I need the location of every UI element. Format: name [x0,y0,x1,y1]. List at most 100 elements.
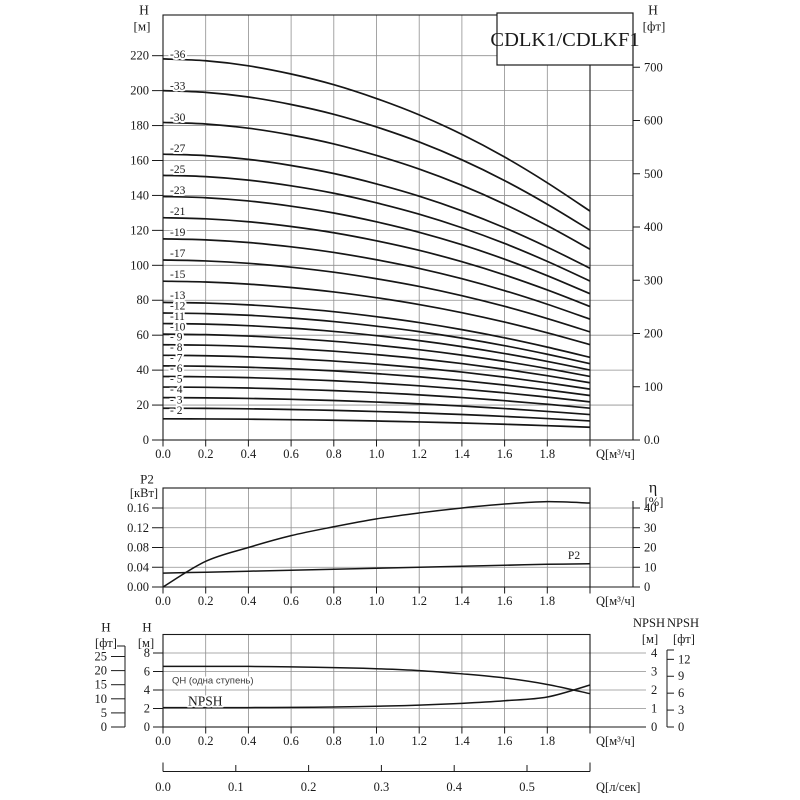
pump-curve-30 [162,121,591,250]
left-axis-unit: [м] [134,19,151,34]
pump-curve-17 [162,259,591,333]
y-tick-label: 60 [137,328,150,342]
right-tick-label: 20 [644,541,657,555]
curve-label-6: - 6 [170,363,183,375]
x-tick-label: 1.2 [411,594,427,608]
x-tick-label: 0.0 [155,734,171,748]
y-tick-label: 0.08 [127,541,149,555]
x-tick-label: 0.0 [155,447,171,461]
qh-curve [162,665,591,695]
power-efficiency-chart: 0.00 0.04 0.08 0.12 0.16 0.0 0.2 0.4 0.6 0.8 1.0 1.… [127,472,663,609]
ft-tick-label: 5 [101,706,107,720]
pump-curve-33 [162,89,591,231]
right-axis-name: η [649,480,657,497]
left-axis-name: P2 [140,472,154,487]
npsh-curve-label: NPSH [188,694,223,709]
pump-curve-11 [162,322,591,371]
ft-tick-label: 15 [95,678,108,692]
right-axis-name: NPSH [633,616,665,630]
pump-curve-13 [162,301,591,359]
lps-axis-unit: Q[л/сек] [596,780,640,794]
x-tick-label: 1.4 [454,734,470,748]
left-axis-unit: [м] [138,636,154,650]
curve-label-23: -23 [170,185,186,197]
curve-label-3: - 3 [170,395,183,407]
y-tick-label: 220 [130,49,149,63]
pump-curve-15 [162,280,591,346]
x-tick-label: 1.8 [539,734,555,748]
npsh-ft-tick-label: 0 [678,720,684,734]
x-tick-label: 1.8 [539,594,555,608]
npsh-ft-tick-label: 12 [678,652,691,666]
npsh-ft-tick-label: 9 [678,669,684,683]
pump-curve-36 [162,58,591,212]
left-axis-name: H [142,620,151,635]
y-tick-label: 140 [130,188,149,202]
x-tick-label: 1.2 [411,734,427,748]
y-tick-label: 160 [130,153,149,167]
pump-curve-5 [162,386,591,410]
curve-label-25: -25 [170,164,186,176]
npsh-ft-tick-label: 6 [678,686,684,700]
right-axis-unit: [%] [645,495,664,509]
npsh-ft-tick-label: 3 [678,703,684,717]
curve-label-12: -12 [170,300,186,312]
right-axis-unit: [м] [642,632,658,646]
pump-curve-21 [162,216,591,308]
npsh-m-tick-label: 4 [651,646,658,660]
y-tick-label: 0.12 [127,521,149,535]
y-tick-label: 40 [137,363,150,377]
head-chart: 0 20 40 60 80 100 120 140 160 180 200 220 0.0 0.2 0.4 0… [130,3,665,462]
right-tick-label: 0.0 [644,433,660,447]
outer-left-axis-name: H [101,620,110,635]
curve-label-33: -33 [170,80,186,92]
pump-curve-12 [162,312,591,365]
lps-axis: 0.0 0.1 0.2 0.3 0.4 0.5 Q[л/сек] [155,762,640,794]
right-tick-label: 600 [644,114,663,128]
y-tick-label: 180 [130,119,149,133]
curve-label-4: - 4 [170,384,183,396]
qh-curve-label: QH (одна ступень) [172,676,254,687]
right-tick-label: 500 [644,167,663,181]
outer-right-axis-name: NPSH [667,616,699,630]
lps-tick-label: 0.5 [519,780,535,794]
npsh-m-tick-label: 0 [651,720,657,734]
curve-label-7: - 7 [170,353,183,365]
y-tick-label: 0 [143,433,149,447]
y-tick-label: 100 [130,258,149,272]
y-tick-label: 0.04 [127,560,150,574]
ft-tick-label: 25 [95,650,108,664]
outer-left-axis-unit: [фт] [95,636,117,650]
pump-curve-19 [162,238,591,320]
x-tick-label: 1.4 [454,447,470,461]
right-tick-label: 40 [644,501,657,515]
y-tick-label: 0 [144,720,150,734]
x-tick-label: 0.2 [198,734,214,748]
x-tick-label: 0.6 [283,734,299,748]
pump-curve-7 [162,365,591,397]
curve-label-2: - 2 [170,405,183,417]
x-tick-label: 1.6 [497,447,513,461]
x-tick-label: 0.8 [326,734,342,748]
curve-label-30: -30 [170,112,186,124]
right-tick-label: 30 [644,521,657,535]
x-tick-label: 1.0 [369,594,385,608]
x-tick-label: 1.6 [497,594,513,608]
curve-label-17: -17 [170,248,186,260]
lps-tick-label: 0.4 [446,780,462,794]
x-tick-label: 1.0 [369,734,385,748]
right-tick-label: 700 [644,60,663,74]
y-tick-label: 0.00 [127,580,149,594]
pump-curve-27 [162,153,591,270]
npsh-m-tick-label: 3 [651,665,657,679]
curve-label-19: -19 [170,227,186,239]
x-axis-unit: Q[м³/ч] [596,734,635,748]
x-axis-unit: Q[м³/ч] [596,447,635,461]
pump-curve-10 [162,333,591,378]
y-tick-label: 8 [144,646,150,660]
x-tick-label: 0.8 [326,594,342,608]
x-tick-label: 1.0 [369,447,385,461]
x-tick-label: 0.2 [198,594,214,608]
curve-label-15: -15 [170,269,186,281]
